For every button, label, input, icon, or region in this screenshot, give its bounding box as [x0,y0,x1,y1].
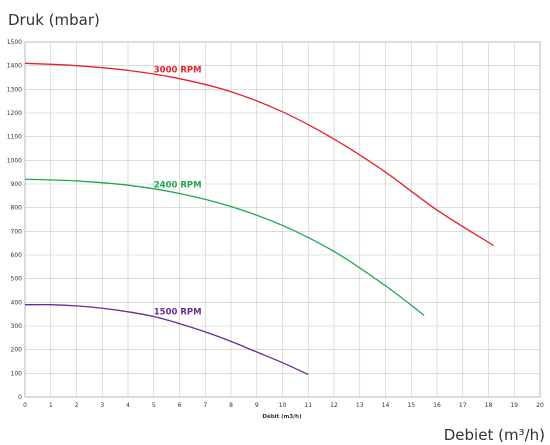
y-tick-label: 600 [11,252,23,259]
y-tick-label: 1400 [7,63,22,70]
x-tick-label: 13 [356,402,364,409]
plot-frame [24,41,541,398]
series-line-1 [24,178,425,316]
series-label-0: 3000 RPM [154,66,202,76]
x-tick-label: 18 [485,402,493,409]
y-tick-label: 800 [11,205,23,212]
x-axis-label: Débit (m3/h) [262,413,302,420]
x-axis-label-secondary: Debiet (m³/h) [444,426,545,444]
y-tick-label: 1100 [7,134,22,141]
x-tick-label: 8 [229,402,233,409]
x-tick-label: 14 [382,402,390,409]
series-label-1: 2400 RPM [154,180,202,190]
x-tick-label: 16 [433,402,441,409]
y-tick-label: 400 [11,299,23,306]
x-tick-label: 1 [49,402,53,409]
series-line-2 [24,303,309,376]
x-tick-label: 15 [407,402,415,409]
y-tick-label: 1500 [7,39,22,46]
x-tick-label: 4 [126,402,130,409]
x-tick-label: 5 [152,402,156,409]
x-tick-label: 9 [255,402,259,409]
y-tick-label: 0 [18,394,22,401]
y-tick-label: 1200 [7,110,22,117]
x-tick-label: 20 [536,402,544,409]
series-lines [24,62,494,376]
x-tick-label: 7 [203,402,207,409]
series-labels: 3000 RPM 2400 RPM 1500 RPM [154,66,202,318]
y-tick-label: 1000 [7,157,22,164]
x-tick-label: 17 [459,402,467,409]
series-line-0 [24,62,494,247]
y-tick-label: 100 [11,370,23,377]
x-tick-label: 12 [330,402,338,409]
x-tick-labels: 0 1 2 3 4 5 6 7 8 9 10 11 12 13 14 15 16 17 18 19 20 [23,402,544,409]
x-tick-label: 0 [23,402,27,409]
series-label-2: 1500 RPM [154,308,202,318]
y-tick-label: 1300 [7,86,22,93]
x-tick-label: 6 [178,402,182,409]
x-tick-label: 3 [100,402,104,409]
x-tick-label: 19 [510,402,518,409]
y-tick-label: 700 [11,228,23,235]
x-tick-label: 2 [75,402,79,409]
y-tick-label: 200 [11,347,23,354]
grid [24,41,541,398]
y-tick-label: 500 [11,276,23,283]
chart-title: Druk (mbar) [8,11,100,29]
x-tick-label: 10 [279,402,287,409]
y-tick-label: 900 [11,181,23,188]
y-tick-labels: 0 100 200 300 400 500 600 700 800 900 1000 1100 1200… [7,39,22,401]
x-tick-label: 11 [304,402,312,409]
y-tick-label: 300 [11,323,23,330]
